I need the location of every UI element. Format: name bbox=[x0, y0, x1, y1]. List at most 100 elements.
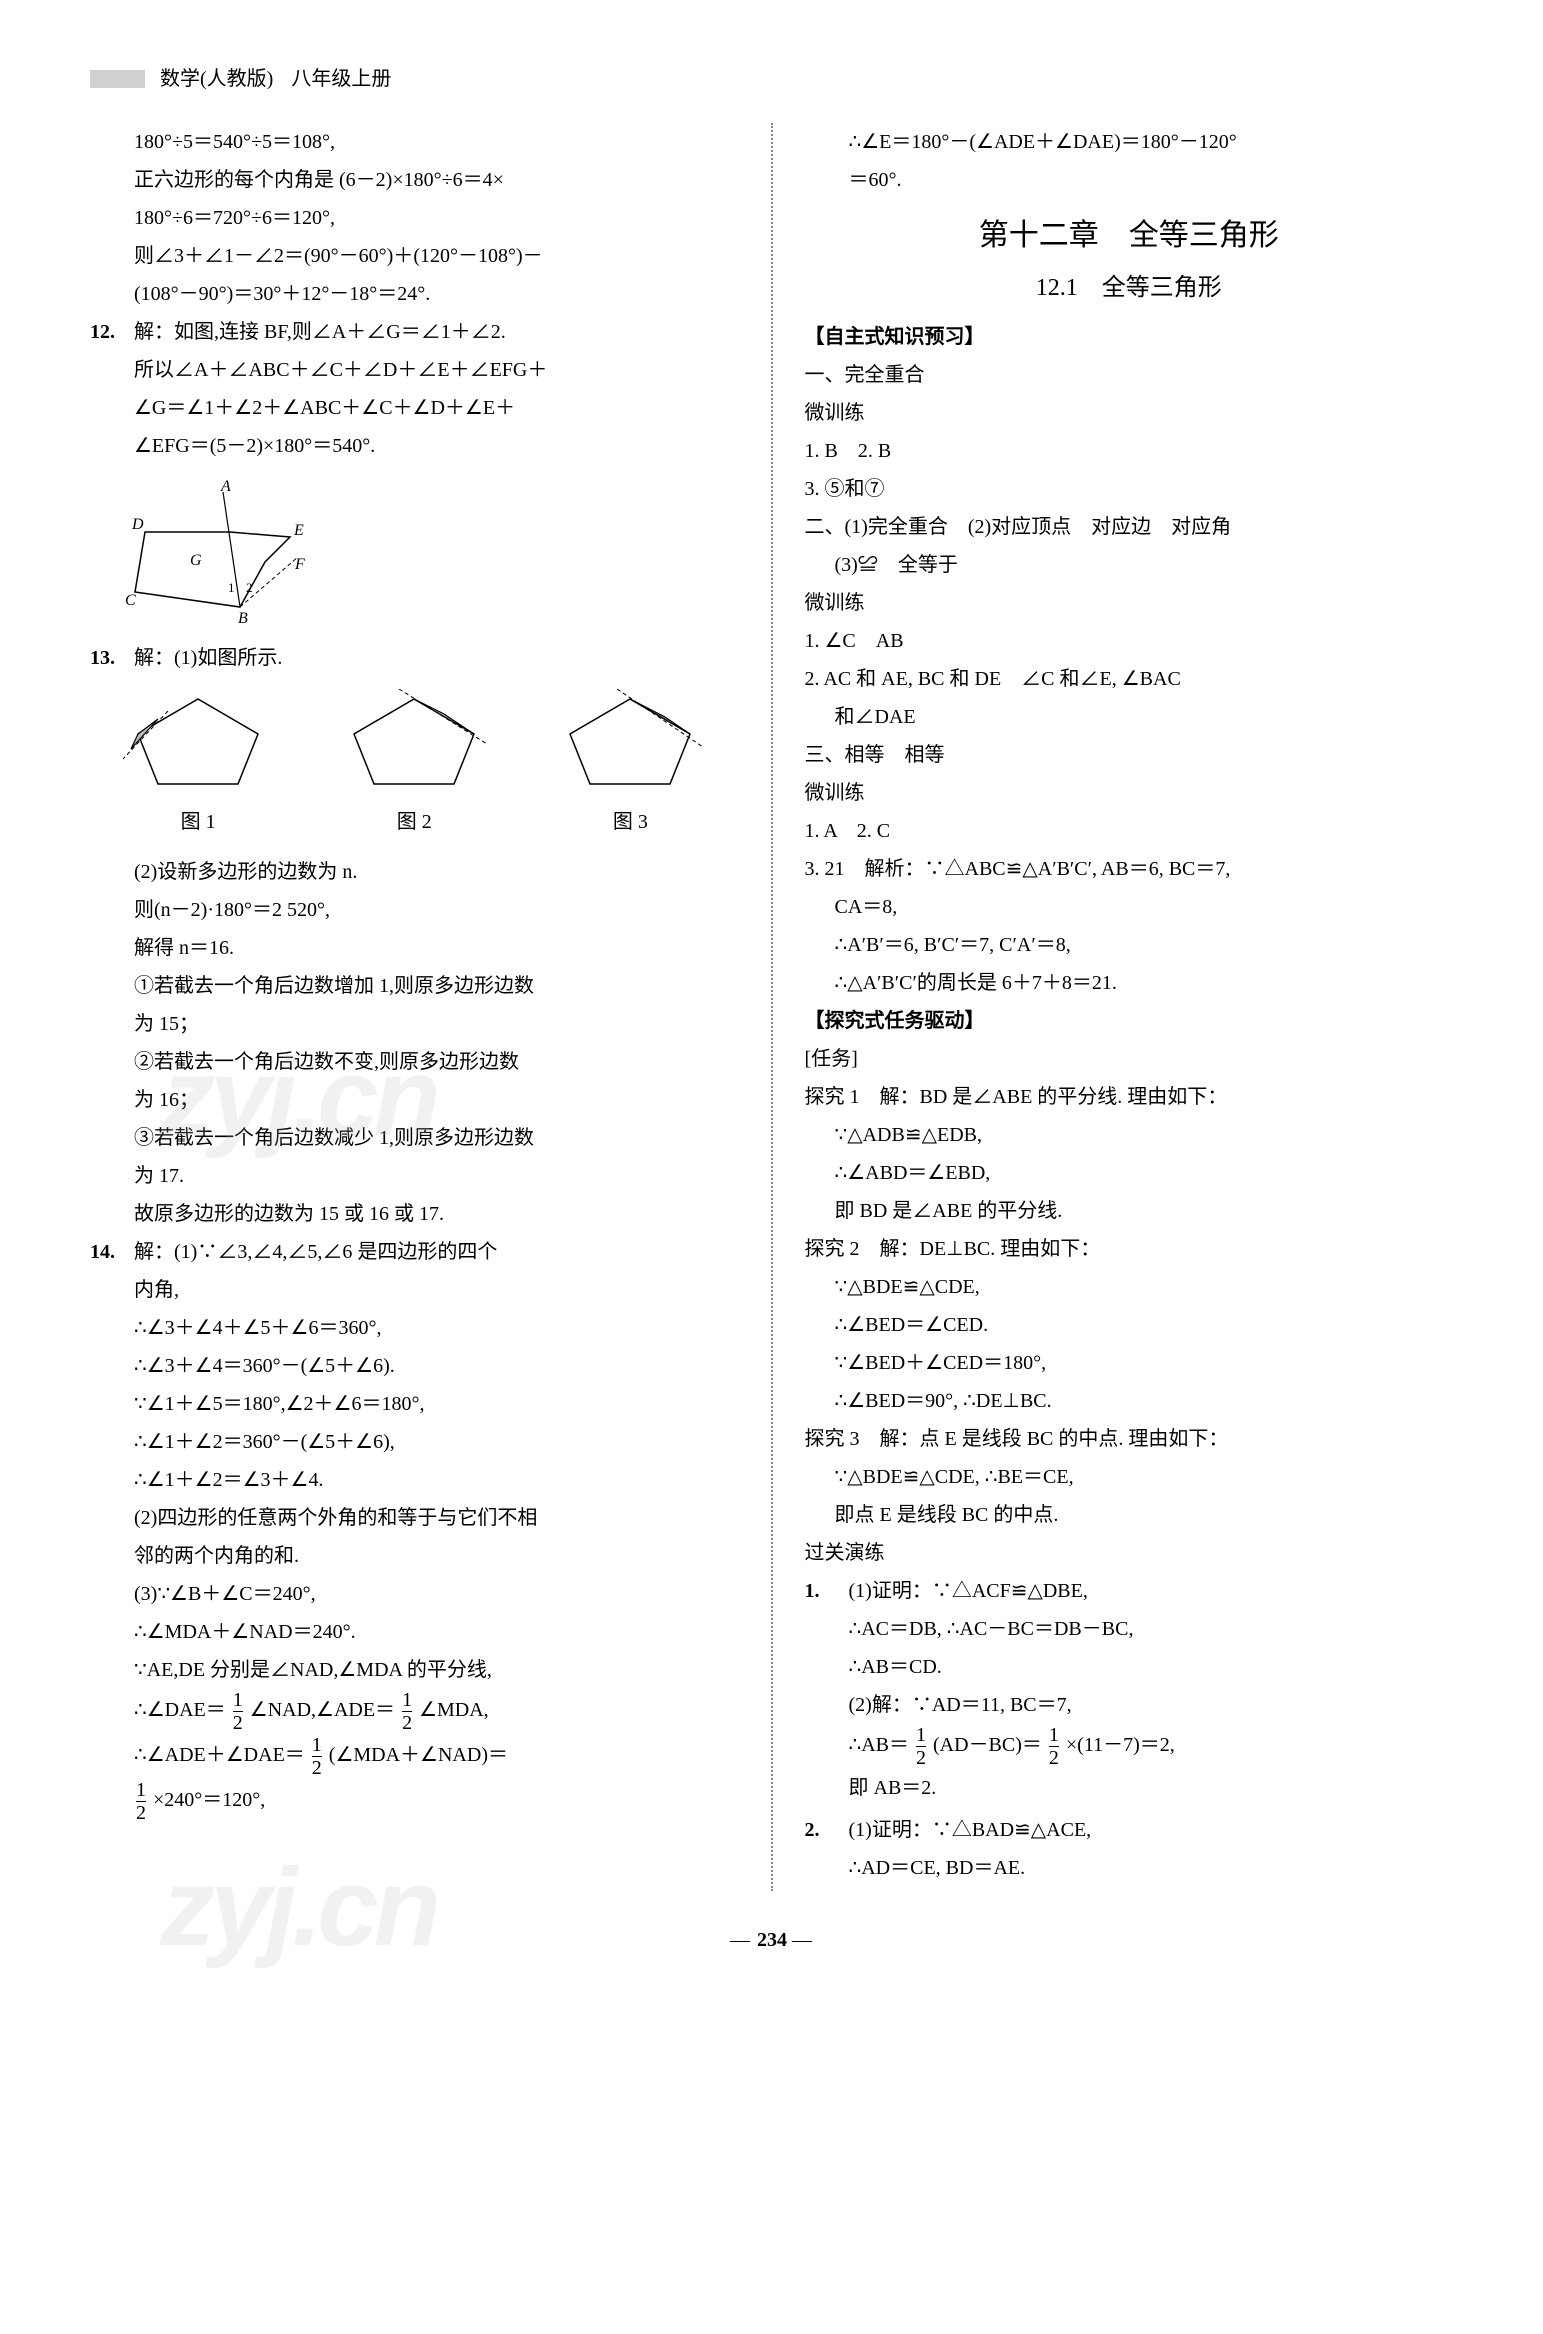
pentagon-cut-icon bbox=[339, 689, 489, 799]
text-line: 故原多边形的边数为 15 或 16 或 17. bbox=[134, 1195, 739, 1233]
text-line: (3)∵∠B＋∠C＝240°, bbox=[134, 1575, 739, 1613]
text-line: ＝60°. bbox=[849, 161, 1454, 199]
text-line: (2)解：∵AD＝11, BC＝7, bbox=[849, 1686, 1454, 1724]
figure-caption: 图 1 bbox=[181, 803, 216, 841]
explore-heading: 探究 3 解：点 E 是线段 BC 的中点. 理由如下： bbox=[805, 1420, 1454, 1458]
problem-12: 12. 解：如图,连接 BF,则∠A＋∠G＝∠1＋∠2. 所以∠A＋∠ABC＋∠… bbox=[90, 313, 739, 465]
section-heading: 【自主式知识预习】 bbox=[805, 318, 1454, 356]
text-line: ∴∠BED＝90°, ∴DE⊥BC. bbox=[805, 1382, 1454, 1420]
fraction-line: ∴AB＝ 12 (AD－BC)＝ 12 ×(11－7)＝2, bbox=[849, 1724, 1454, 1769]
text-line: 1. B 2. B bbox=[805, 432, 1454, 470]
svg-text:F: F bbox=[294, 556, 305, 573]
text-line: ∴∠1＋∠2＝360°－(∠5＋∠6), bbox=[134, 1423, 739, 1461]
text-line: 正六边形的每个内角是 (6－2)×180°÷6＝4× bbox=[134, 161, 739, 199]
text-line: ∠EFG＝(5－2)×180°＝540°. bbox=[134, 427, 739, 465]
text-line: 所以∠A＋∠ABC＋∠C＋∠D＋∠E＋∠EFG＋ bbox=[134, 351, 739, 389]
text-line: 为 17. bbox=[134, 1157, 739, 1195]
problem-number: 14. bbox=[90, 1233, 134, 1824]
text-line: [任务] bbox=[805, 1040, 1454, 1078]
text-line: 则(n－2)·180°＝2 520°, bbox=[134, 891, 739, 929]
practice-2: 2. (1)证明：∵△BAD≌△ACE, ∴AD＝CE, BD＝AE. bbox=[805, 1811, 1454, 1887]
text-line: 则∠3＋∠1－∠2＝(90°－60°)＋(120°－108°)－ bbox=[134, 237, 739, 275]
text-line: 解：(1)∵∠3,∠4,∠5,∠6 是四边形的四个 bbox=[134, 1233, 739, 1271]
text-line: 即 BD 是∠ABE 的平分线. bbox=[805, 1192, 1454, 1230]
p13-body: (2)设新多边形的边数为 n. 则(n－2)·180°＝2 520°, 解得 n… bbox=[90, 853, 739, 1233]
text-line: ∴AC＝DB, ∴AC－BC＝DB－BC, bbox=[849, 1610, 1454, 1648]
problem-14: 14. 解：(1)∵∠3,∠4,∠5,∠6 是四边形的四个 内角, ∴∠3＋∠4… bbox=[90, 1233, 739, 1824]
subject-label: 数学(人教版) bbox=[160, 60, 273, 98]
text-line: 解得 n＝16. bbox=[134, 929, 739, 967]
polygon-figure-icon: A B C D E F G 1 2 bbox=[90, 477, 330, 627]
figure-p12: A B C D E F G 1 2 bbox=[90, 477, 739, 627]
figure-caption: 图 3 bbox=[613, 803, 648, 841]
header-badge bbox=[90, 70, 145, 88]
text-line: 1. ∠C AB bbox=[805, 622, 1454, 660]
subsection-heading: 微训练 bbox=[805, 584, 1454, 622]
content-columns: zyj.cn zyj.cn 180°÷5＝540°÷5＝108°, 正六边形的每… bbox=[90, 123, 1453, 1891]
text-line: 即 AB＝2. bbox=[849, 1769, 1454, 1807]
text-line: ∴∠3＋∠4＝360°－(∠5＋∠6). bbox=[134, 1347, 739, 1385]
text-line: (2)设新多边形的边数为 n. bbox=[134, 853, 739, 891]
subsection-heading: 微训练 bbox=[805, 394, 1454, 432]
text-line: ②若截去一个角后边数不变,则原多边形边数 bbox=[134, 1043, 739, 1081]
subsection-heading: 过关演练 bbox=[805, 1534, 1454, 1572]
left-column: 180°÷5＝540°÷5＝108°, 正六边形的每个内角是 (6－2)×180… bbox=[90, 123, 771, 1891]
text-line: 180°÷6＝720°÷6＝120°, bbox=[134, 199, 739, 237]
right-column: ∴∠E＝180°－(∠ADE＋∠DAE)＝180°－120° ＝60°. 第十二… bbox=[773, 123, 1454, 1891]
text-line: 为 16； bbox=[134, 1081, 739, 1119]
text-line: (108°－90°)＝30°＋12°－18°＝24°. bbox=[134, 275, 739, 313]
problem-number: 12. bbox=[90, 313, 134, 465]
problem-number: 2. bbox=[805, 1811, 849, 1887]
section-heading: 【探究式任务驱动】 bbox=[805, 1002, 1454, 1040]
practice-1: 1. (1)证明：∵△ACF≌△DBE, ∴AC＝DB, ∴AC－BC＝DB－B… bbox=[805, 1572, 1454, 1807]
text-line: ∴A′B′＝6, B′C′＝7, C′A′＝8, bbox=[805, 926, 1454, 964]
text-line: 二、(1)完全重合 (2)对应顶点 对应边 对应角 bbox=[805, 508, 1454, 546]
text-line: 180°÷5＝540°÷5＝108°, bbox=[134, 123, 739, 161]
text-line: 为 15； bbox=[134, 1005, 739, 1043]
text-line: ∴∠3＋∠4＋∠5＋∠6＝360°, bbox=[134, 1309, 739, 1347]
svg-text:C: C bbox=[125, 592, 136, 609]
text-line: ∠G＝∠1＋∠2＋∠ABC＋∠C＋∠D＋∠E＋ bbox=[134, 389, 739, 427]
text-line: ∴∠BED＝∠CED. bbox=[805, 1306, 1454, 1344]
text-line: 三、相等 相等 bbox=[805, 736, 1454, 774]
text-line: 解：如图,连接 BF,则∠A＋∠G＝∠1＋∠2. bbox=[134, 313, 739, 351]
figure-caption: 图 2 bbox=[397, 803, 432, 841]
intro-block: 180°÷5＝540°÷5＝108°, 正六边形的每个内角是 (6－2)×180… bbox=[90, 123, 739, 313]
text-line: ∴AB＝CD. bbox=[849, 1648, 1454, 1686]
text-line: 3. ⑤和⑦ bbox=[805, 470, 1454, 508]
text-line: 一、完全重合 bbox=[805, 356, 1454, 394]
text-line: (1)证明：∵△ACF≌△DBE, bbox=[849, 1572, 1454, 1610]
text-line: ∵△ADB≌△EDB, bbox=[805, 1116, 1454, 1154]
text-line: 1. A 2. C bbox=[805, 812, 1454, 850]
text-line: ∵∠BED＋∠CED＝180°, bbox=[805, 1344, 1454, 1382]
svg-text:E: E bbox=[293, 522, 304, 539]
text-line: ∴△A′B′C′的周长是 6＋7＋8＝21. bbox=[805, 964, 1454, 1002]
right-top: ∴∠E＝180°－(∠ADE＋∠DAE)＝180°－120° ＝60°. bbox=[805, 123, 1454, 199]
page-header: 数学(人教版) 八年级上册 bbox=[90, 60, 1453, 98]
pentagon-cut-icon bbox=[555, 689, 705, 799]
chapter-title: 第十二章 全等三角形 bbox=[805, 207, 1454, 264]
problem-number: 13. bbox=[90, 639, 134, 677]
text-line: ∵△BDE≌△CDE, ∴BE＝CE, bbox=[805, 1458, 1454, 1496]
text-line: 和∠DAE bbox=[805, 698, 1454, 736]
text-line: 内角, bbox=[134, 1271, 739, 1309]
svg-text:G: G bbox=[190, 552, 202, 569]
text-line: ∴∠ABD＝∠EBD, bbox=[805, 1154, 1454, 1192]
text-line: (2)四边形的任意两个外角的和等于与它们不相 bbox=[134, 1499, 739, 1537]
svg-text:2: 2 bbox=[246, 580, 253, 595]
text-line: ③若截去一个角后边数减少 1,则原多边形边数 bbox=[134, 1119, 739, 1157]
text-line: CA＝8, bbox=[805, 888, 1454, 926]
text-line: 邻的两个内角的和. bbox=[134, 1537, 739, 1575]
problem-13: 13. 解：(1)如图所示. bbox=[90, 639, 739, 677]
problem-number: 1. bbox=[805, 1572, 849, 1807]
explore-heading: 探究 2 解：DE⊥BC. 理由如下： bbox=[805, 1230, 1454, 1268]
text-line: (1)证明：∵△BAD≌△ACE, bbox=[849, 1811, 1454, 1849]
text-line: ①若截去一个角后边数增加 1,则原多边形边数 bbox=[134, 967, 739, 1005]
svg-text:1: 1 bbox=[228, 580, 235, 595]
page-footer: — 234 — bbox=[90, 1921, 1453, 1959]
svg-text:B: B bbox=[238, 610, 248, 627]
svg-text:D: D bbox=[131, 516, 144, 533]
text-line: ∴∠E＝180°－(∠ADE＋∠DAE)＝180°－120° bbox=[849, 123, 1454, 161]
text-line: ∵△BDE≌△CDE, bbox=[805, 1268, 1454, 1306]
fraction-line: 12 ×240°＝120°, bbox=[134, 1779, 739, 1824]
